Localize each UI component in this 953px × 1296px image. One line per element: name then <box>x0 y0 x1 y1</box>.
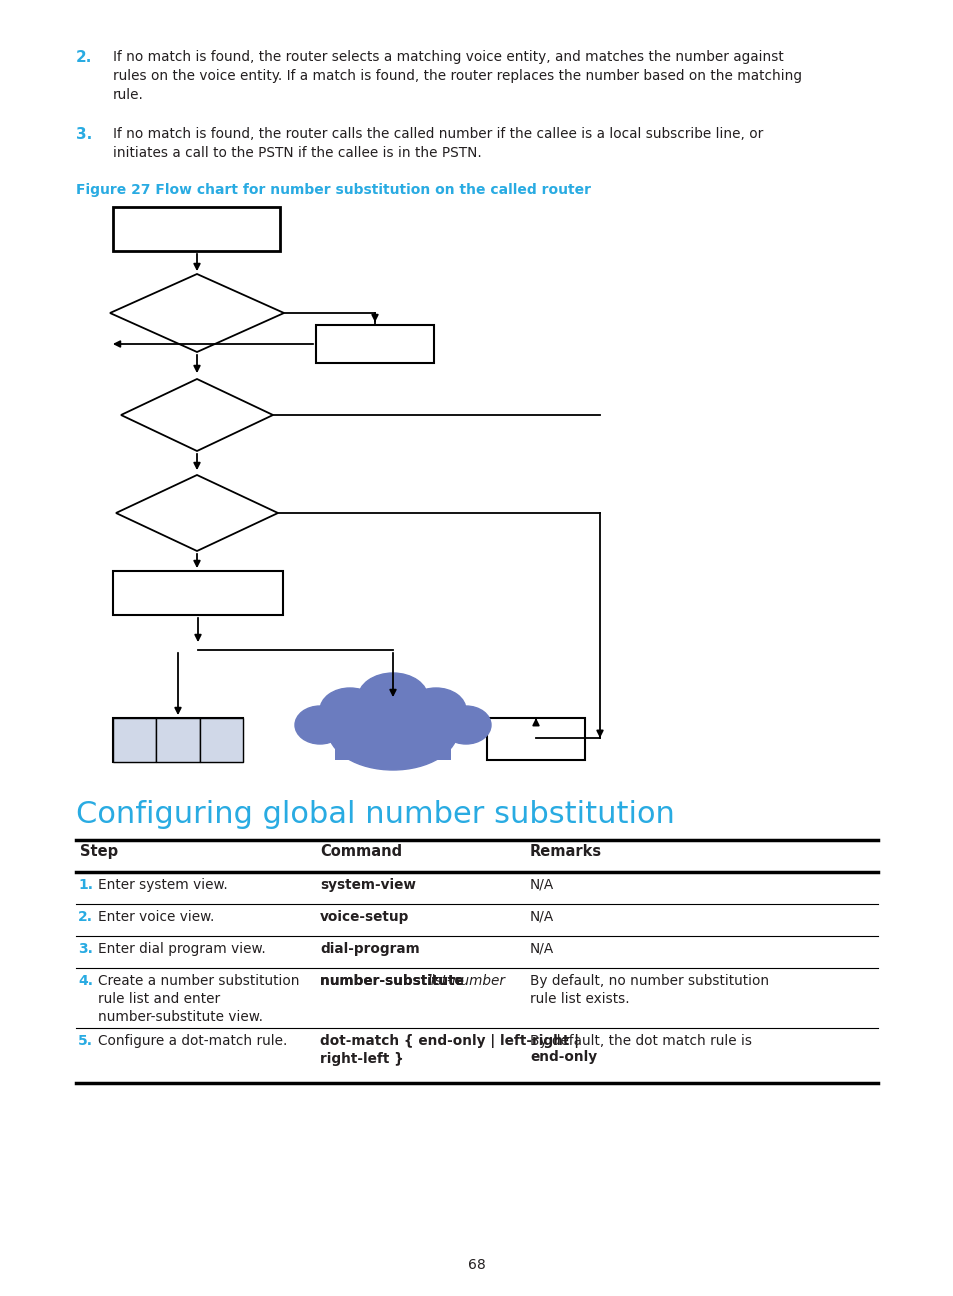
Text: Step: Step <box>80 844 118 859</box>
Bar <box>112 718 156 762</box>
Text: dot-match { end-only | left-right |
right-left }: dot-match { end-only | left-right | righ… <box>319 1034 578 1065</box>
Text: 4.: 4. <box>78 975 92 988</box>
Text: N/A: N/A <box>530 910 554 924</box>
Text: list-number: list-number <box>428 975 505 988</box>
Text: 2.: 2. <box>76 51 92 65</box>
Text: Create a number substitution
rule list and enter
number-substitute view.: Create a number substitution rule list a… <box>98 975 299 1024</box>
Polygon shape <box>110 273 284 353</box>
Ellipse shape <box>294 706 345 744</box>
Text: 5.: 5. <box>78 1034 92 1048</box>
Text: N/A: N/A <box>530 877 554 892</box>
Ellipse shape <box>319 688 379 732</box>
Text: 2.: 2. <box>78 910 92 924</box>
Text: Command: Command <box>319 844 402 859</box>
Polygon shape <box>121 378 273 451</box>
Text: Enter voice view.: Enter voice view. <box>98 910 214 924</box>
Text: Figure 27 Flow chart for number substitution on the called router: Figure 27 Flow chart for number substitu… <box>76 183 590 197</box>
Text: 3.: 3. <box>76 127 92 143</box>
Bar <box>486 718 584 759</box>
Text: If no match is found, the router selects a matching voice entity, and matches th: If no match is found, the router selects… <box>112 51 801 102</box>
Ellipse shape <box>328 689 457 770</box>
Bar <box>199 718 243 762</box>
Polygon shape <box>116 476 277 551</box>
Text: system-view: system-view <box>319 877 416 892</box>
Bar <box>112 718 243 762</box>
Text: number-substitute: number-substitute <box>319 975 468 988</box>
Text: voice-setup: voice-setup <box>319 910 409 924</box>
Text: dial-program: dial-program <box>319 942 419 956</box>
Text: 68: 68 <box>468 1258 485 1271</box>
Bar <box>112 207 280 251</box>
Bar <box>112 572 283 616</box>
Ellipse shape <box>440 706 491 744</box>
Text: Configure a dot-match rule.: Configure a dot-match rule. <box>98 1034 287 1048</box>
Ellipse shape <box>357 673 428 723</box>
Text: 3.: 3. <box>78 942 92 956</box>
Text: number-substitute: number-substitute <box>319 975 468 988</box>
Text: Enter dial program view.: Enter dial program view. <box>98 942 266 956</box>
Text: By default, no number substitution
rule list exists.: By default, no number substitution rule … <box>530 975 768 1006</box>
Text: end-only: end-only <box>530 1050 597 1064</box>
Bar <box>156 718 199 762</box>
Bar <box>315 325 434 363</box>
Bar <box>335 730 451 759</box>
Text: N/A: N/A <box>530 942 554 956</box>
Text: 1.: 1. <box>78 877 92 892</box>
Text: Configuring global number substitution: Configuring global number substitution <box>76 800 674 829</box>
Text: By default, the dot match rule is: By default, the dot match rule is <box>530 1034 751 1065</box>
Text: Enter system view.: Enter system view. <box>98 877 228 892</box>
Text: Remarks: Remarks <box>530 844 601 859</box>
Text: If no match is found, the router calls the called number if the callee is a loca: If no match is found, the router calls t… <box>112 127 762 159</box>
Ellipse shape <box>406 688 465 732</box>
